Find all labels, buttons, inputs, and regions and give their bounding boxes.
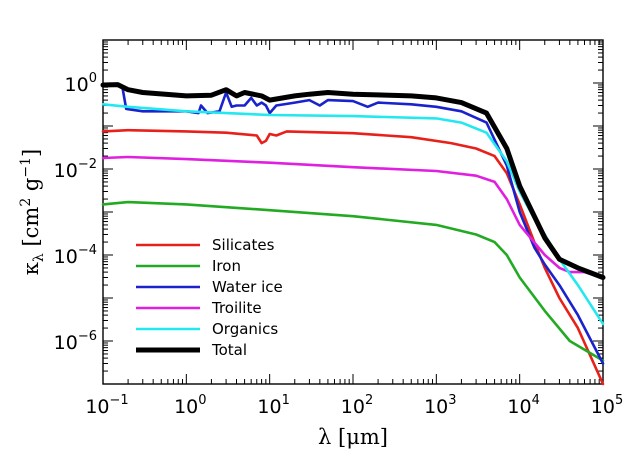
x-tick-label: 105 [591,393,623,418]
legend: Silicates Iron Water ice Troilite Organics To… [136,236,283,359]
y-tick-exp: −4 [78,243,97,258]
series-line-organics [101,103,605,326]
legend-label-silicates: Silicates [212,236,275,254]
x-tick-base: 10 [341,396,365,418]
y-tick-label: 10−2 [54,157,97,182]
x-tick-label: 103 [424,393,456,418]
x-tick-exp: 3 [448,393,456,408]
x-tick-labels: 10−1 100 101 102 103 104 105 [85,393,623,418]
x-tick-exp: 5 [615,393,623,408]
y-tick-label: 100 [65,71,97,96]
x-tick-exp: 0 [198,393,206,408]
y-tick-base: 10 [54,160,78,182]
y-tick-base: 10 [65,74,89,96]
x-tick-base: 10 [257,396,281,418]
x-tick-label: 100 [174,393,206,418]
y-tick-exp: 0 [89,71,97,86]
legend-label-iron: Iron [212,257,241,275]
y-axis-close: ] [19,149,43,157]
x-tick-base: 10 [85,396,109,418]
series-line-water-ice [101,83,605,365]
x-tick-label: 101 [257,393,289,418]
legend-label-troilite: Troilite [211,299,262,317]
series-line-iron [101,200,605,362]
x-tick-exp: 2 [365,393,373,408]
y-tick-exp: −2 [78,157,97,172]
x-tick-base: 10 [174,396,198,418]
legend-label-organics: Organics [212,320,278,338]
x-tick-exp: 4 [532,393,540,408]
series-line-total [100,82,606,280]
y-axis-mid: g [19,178,43,198]
x-tick-label: 10−1 [85,393,128,418]
y-tick-label: 10−4 [54,243,97,268]
x-tick-base: 10 [591,396,615,418]
y-tick-base: 10 [54,332,78,354]
y-tick-label: 10−6 [54,329,97,354]
legend-label-water-ice: Water ice [212,278,283,296]
y-axis-open: [cm [19,207,43,254]
y-axis-sup1: 2 [18,198,34,207]
y-axis-sub: λ [31,253,47,262]
x-tick-label: 102 [341,393,373,418]
y-tick-base: 10 [54,246,78,268]
y-tick-exp: −6 [78,329,97,344]
plot-frame [102,39,604,385]
x-tick-base: 10 [507,396,531,418]
y-axis-kappa: κ [19,262,43,275]
x-tick-label: 104 [507,393,539,418]
y-axis-title: κλ [cm2 g−1] [18,149,47,275]
y-axis-sup2: −1 [18,157,34,178]
series-lines [100,82,606,386]
x-tick-exp: 1 [282,393,290,408]
x-axis-title: λ [μm] [318,425,388,449]
axis-ticks [102,39,604,385]
legend-label-total: Total [211,341,247,359]
x-tick-exp: −1 [110,393,129,408]
x-tick-base: 10 [424,396,448,418]
